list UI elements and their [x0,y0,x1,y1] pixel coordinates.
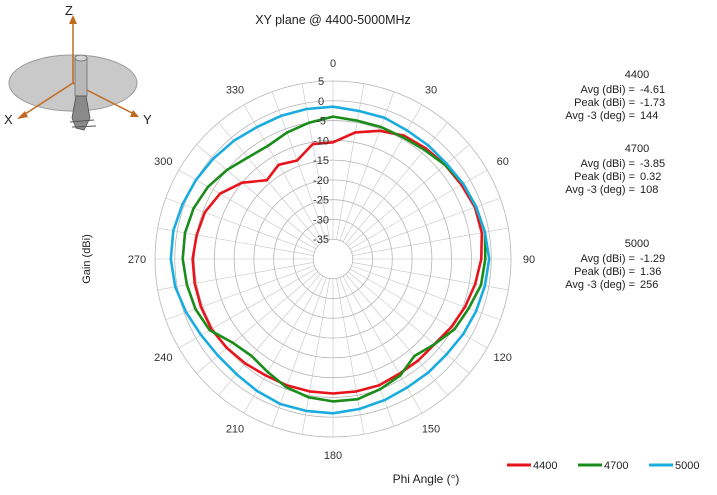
legend-item-4400: 4400 [507,460,557,472]
stats-frequency: 4400 [625,69,649,81]
angle-tick-label: 120 [494,352,512,364]
grid-spoke [157,227,314,256]
radial-tick-label: -35 [313,234,329,246]
stats-label: Avg (dBi) = [580,84,635,96]
stats-label: Peak (dBi) = [574,266,635,278]
angle-tick-label: 0 [330,58,336,70]
angle-tick-label: 240 [154,352,172,364]
angle-tick-label: 300 [154,156,172,168]
angle-tick-label: 210 [226,424,244,436]
grid-spoke [351,197,501,253]
series-line-4400 [191,129,484,395]
radial-tick-label: 5 [318,76,324,88]
grid-spoke [271,277,327,427]
radial-tick-label: -5 [316,116,326,128]
legend-item-4700: 4700 [578,460,628,472]
stats-value: 1.36 [640,266,661,278]
y-axis-label: Y [143,112,152,127]
stats-value: 0.32 [640,171,661,183]
antenna-orientation-icon: Z X Y [4,3,152,131]
grid-spoke [196,271,319,374]
angle-tick-label: 330 [226,84,244,96]
legend-label: 4700 [604,460,628,472]
angle-tick-label: 90 [523,254,535,266]
legend-label: 4400 [533,460,557,472]
y-axis-title: Gain (dBi) [81,234,93,284]
legend-label: 5000 [675,460,699,472]
stats-value: 256 [640,279,658,291]
grid-spoke [165,265,315,321]
stats-label: Avg (dBi) = [580,253,635,265]
z-axis-label: Z [65,3,73,18]
grid-spoke [345,273,448,396]
grid-spoke [352,262,509,291]
stats-label: Avg -3 (deg) = [565,110,635,122]
stats-value: -4.61 [640,84,665,96]
grid-spoke [342,275,423,414]
angle-tick-label: 180 [324,450,342,462]
grid-spoke [339,277,395,427]
grid-spoke [347,271,470,374]
stats-frequency: 4700 [625,143,649,155]
grid-spoke [347,144,470,247]
stats-label: Avg (dBi) = [580,158,635,170]
grid-spoke [178,169,317,250]
legend: 4400 4700 5000 [507,460,699,472]
stats-label: Peak (dBi) = [574,97,635,109]
chart-title: XY plane @ 4400-5000MHz [255,13,411,27]
grid-spoke [342,104,423,243]
grid-spoke [349,268,488,349]
x-axis-label: X [4,112,13,127]
grid-spoke [178,268,317,349]
stats-value: -3.85 [640,158,665,170]
grid-spoke [157,262,314,291]
radial-tick-label: -15 [313,155,329,167]
grid-spoke [218,122,321,245]
stats-value: -1.73 [640,97,665,109]
radial-tick-label: -25 [313,195,329,207]
angle-tick-label: 30 [425,84,437,96]
radial-tick-label: -30 [313,214,329,226]
series-line-5000 [169,105,491,415]
stats-value: 108 [640,184,658,196]
angle-tick-label: 150 [422,424,440,436]
radial-tick-label: -20 [313,175,329,187]
radial-tick-label: -10 [313,135,329,147]
grid-spoke [349,169,488,250]
stats-block-5000: 5000 Avg (dBi) = -1.29 Peak (dBi) = 1.36 Avg … [565,238,665,291]
grid-spoke [165,197,315,253]
stats-label: Peak (dBi) = [574,171,635,183]
angle-tick-label: 60 [497,156,509,168]
x-axis-title: Phi Angle (°) [393,472,460,486]
legend-item-5000: 5000 [649,460,699,472]
radial-tick-label: 0 [318,96,324,108]
angle-tick-labels: 0 30 60 90 120 150 180 210 240 270 300 330 [128,58,535,462]
polar-grid [154,80,512,438]
stats-frequency: 5000 [625,238,649,250]
grid-spoke [196,144,319,247]
grid-spoke [243,104,324,243]
stats-block-4400: 4400 Avg (dBi) = -4.61 Peak (dBi) = -1.73 Avg… [565,69,665,122]
radial-tick-labels: 5 0 -5 -10 -15 -20 -25 -30 -35 [313,76,329,246]
stats-block-4700: 4700 Avg (dBi) = -3.85 Peak (dBi) = 0.32 Avg … [565,143,665,196]
stats-label: Avg -3 (deg) = [565,184,635,196]
grid-spoke [345,122,448,245]
stats-label: Avg -3 (deg) = [565,279,635,291]
grid-spoke [339,91,395,241]
angle-tick-label: 270 [128,254,146,266]
statistics-panel: 4400 Avg (dBi) = -4.61 Peak (dBi) = -1.73 Avg… [565,69,665,291]
grid-spoke [301,278,330,435]
stats-value: 144 [640,110,658,122]
series-layer [169,105,491,415]
grid-spoke [218,273,321,396]
grid-spoke [336,83,365,240]
stats-value: -1.29 [640,253,665,265]
